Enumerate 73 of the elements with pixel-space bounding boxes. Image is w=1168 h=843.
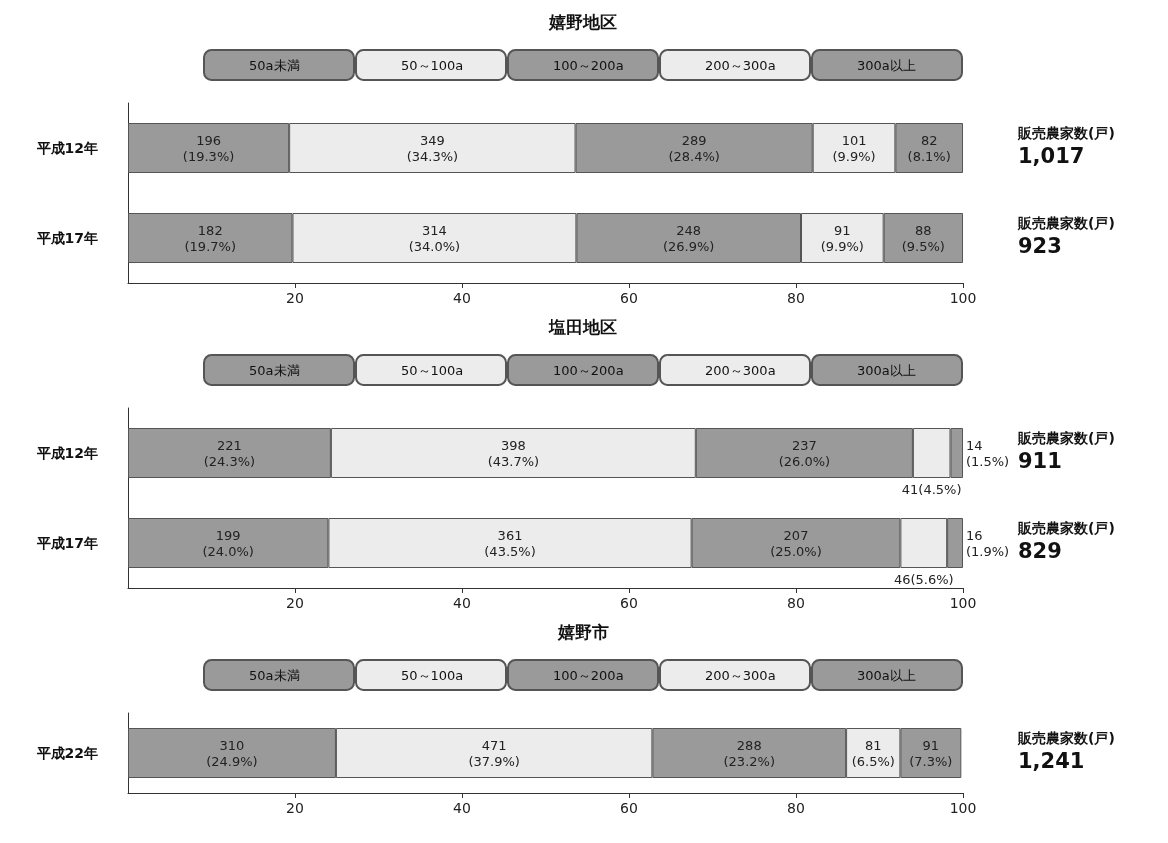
text: 300a以上 <box>857 57 916 73</box>
text: 100～200a <box>553 362 624 378</box>
x-tick-label: 100 <box>949 595 977 611</box>
text: 50～100a <box>401 57 464 73</box>
data-label: 14 (1.5%) <box>966 437 1010 469</box>
data-label: 16 (1.9%) <box>966 527 1010 559</box>
text: 販売農家数(戸) <box>1017 520 1115 536</box>
x-tick-label: 80 <box>787 595 805 611</box>
data-label: 310 (24.9%) <box>206 737 258 769</box>
text: 販売農家数(戸) <box>1017 215 1115 231</box>
data-label: 349 (34.3%) <box>406 132 459 164</box>
text: 50a未満 <box>249 57 300 73</box>
text: 販売農家数(戸) <box>1017 125 1115 141</box>
data-label: 46(5.6%) <box>893 571 954 587</box>
x-tick-label: 20 <box>286 290 304 306</box>
x-tick-label: 100 <box>949 290 977 306</box>
text: 100～200a <box>553 667 624 683</box>
x-tick-label: 20 <box>286 800 304 816</box>
data-label: 288 (23.2%) <box>723 737 775 769</box>
x-tick-label: 40 <box>453 595 471 611</box>
y-tick-label: 平成12年 <box>35 445 98 461</box>
text: 50～100a <box>401 667 464 683</box>
x-tick-label: 60 <box>620 595 638 611</box>
data-label: 398 (43.7%) <box>487 437 540 469</box>
text: 1,241 <box>1018 748 1085 773</box>
text: 100～200a <box>553 57 624 73</box>
chart-title: 嬉野市 <box>556 621 609 642</box>
chart-title: 塩田地区 <box>548 316 617 337</box>
text: 911 <box>1018 448 1062 473</box>
data-label: 471 (37.9%) <box>468 737 520 769</box>
x-tick-label: 20 <box>286 595 304 611</box>
x-tick-label: 100 <box>949 800 977 816</box>
text: 200～300a <box>705 362 776 378</box>
data-label: 101 (9.9%) <box>832 132 876 164</box>
text: 1,017 <box>1018 143 1085 168</box>
text: 販売農家数(戸) <box>1017 730 1115 746</box>
y-tick-label: 平成12年 <box>35 140 98 156</box>
data-label: 361 (43.5%) <box>484 527 536 559</box>
data-label: 199 (24.0%) <box>202 527 254 559</box>
x-tick-label: 40 <box>453 290 471 306</box>
data-label: 314 (34.0%) <box>408 222 461 254</box>
text: 200～300a <box>705 57 776 73</box>
y-tick-label: 平成22年 <box>35 745 98 761</box>
data-label: 196 (19.3%) <box>182 132 235 164</box>
text: 300a以上 <box>857 667 916 683</box>
x-tick-label: 60 <box>620 290 638 306</box>
x-tick-label: 80 <box>787 290 805 306</box>
y-tick-label: 平成17年 <box>35 535 98 551</box>
data-label: 82 (8.1%) <box>907 132 951 164</box>
text: 販売農家数(戸) <box>1017 430 1115 446</box>
data-label: 221 (24.3%) <box>203 437 256 469</box>
text: 300a以上 <box>857 362 916 378</box>
data-label: 91 (9.9%) <box>820 222 864 254</box>
x-tick-label: 80 <box>787 800 805 816</box>
data-label: 248 (26.9%) <box>662 222 715 254</box>
data-label: 182 (19.7%) <box>184 222 236 254</box>
data-label: 41(4.5%) <box>901 481 962 497</box>
data-label: 91 (7.3%) <box>909 737 953 769</box>
text: 200～300a <box>705 667 776 683</box>
data-label: 88 (9.5%) <box>901 222 945 254</box>
text: 50a未満 <box>249 667 300 683</box>
y-tick-label: 平成17年 <box>35 230 98 246</box>
data-label: 237 (26.0%) <box>778 437 831 469</box>
text: 50～100a <box>401 362 464 378</box>
data-label: 207 (25.0%) <box>770 527 822 559</box>
text: 923 <box>1018 233 1062 258</box>
text: 829 <box>1018 538 1062 563</box>
data-label: 289 (28.4%) <box>668 132 720 164</box>
data-label: 81 (6.5%) <box>851 737 895 769</box>
x-tick-label: 40 <box>453 800 471 816</box>
text: 50a未満 <box>249 362 300 378</box>
chart-title: 嬉野地区 <box>548 11 617 32</box>
x-tick-label: 60 <box>620 800 638 816</box>
